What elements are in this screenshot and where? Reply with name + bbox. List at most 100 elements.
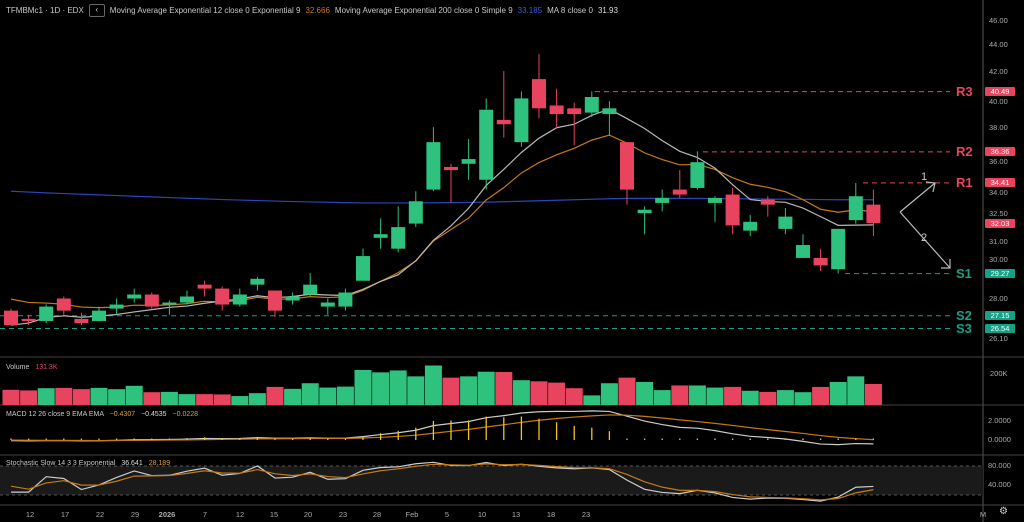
last-price-tag: 32.03 <box>985 218 1015 228</box>
volume-label[interactable]: Volume <box>6 364 30 371</box>
date-label: 17 <box>60 510 70 519</box>
candle-body <box>760 199 775 205</box>
stoch-label[interactable]: Stochastic Slow 14 3 3 Exponential <box>6 460 116 467</box>
chart-legend: TFMBMc1 · 1D · EDX ‹ Moving Average Expo… <box>6 4 618 17</box>
ema200-label[interactable]: Moving Average Exponential 200 close 0 S… <box>334 6 513 15</box>
date-label: 12 <box>25 510 35 519</box>
level-tag-s3: 26.54 <box>985 324 1015 334</box>
candle-body <box>567 108 582 115</box>
volume-bar <box>319 387 337 405</box>
date-label: Feb <box>405 510 419 519</box>
volume-bar <box>460 376 478 405</box>
volume-bar <box>794 392 812 405</box>
candle-body <box>285 296 300 301</box>
ema12-label[interactable]: Moving Average Exponential 12 close 0 Ex… <box>109 6 301 15</box>
volume-bar <box>829 381 847 405</box>
volume-bar <box>407 376 425 405</box>
price-tick: 30.00 <box>989 255 1008 265</box>
volume-bar <box>90 387 108 405</box>
date-label: 7 <box>202 510 208 519</box>
chevron-left-icon[interactable]: ‹ <box>88 4 105 17</box>
candle-body <box>725 194 740 226</box>
price-tick: 42.00 <box>989 66 1008 76</box>
gear-icon[interactable]: ⚙ <box>999 506 1008 517</box>
candle-body <box>796 245 810 258</box>
candle-body <box>496 119 511 125</box>
volume-bar <box>864 383 882 405</box>
volume-bar <box>512 380 530 405</box>
volume-bar <box>424 365 442 405</box>
date-label: 22 <box>95 510 105 519</box>
volume-axis-tick: 200K <box>990 369 1008 378</box>
candle-body <box>408 201 423 224</box>
candle-body <box>391 227 406 249</box>
level-label-r1: R1 <box>956 174 973 190</box>
price-tick: 28.00 <box>989 294 1008 303</box>
volume-bar <box>759 391 777 405</box>
level-label-s2: S2 <box>956 307 972 323</box>
volume-bar <box>636 381 654 405</box>
price-tick: 34.00 <box>989 188 1008 198</box>
stoch-band <box>0 466 983 495</box>
volume-bar <box>196 394 214 405</box>
candle-body <box>743 221 758 231</box>
candle-body <box>21 318 36 321</box>
date-label: 23 <box>581 510 591 519</box>
arrow-down-icon <box>899 211 951 269</box>
price-tick: 38.00 <box>989 122 1008 132</box>
date-label: 13 <box>511 510 521 519</box>
arrow-up-icon <box>899 182 936 213</box>
ma8-label[interactable]: MA 8 close 0 <box>547 6 593 15</box>
macd-axis-tick: 0.0000 <box>988 435 1011 444</box>
candle-body <box>584 97 599 113</box>
volume-bar <box>477 371 495 405</box>
candle-body <box>620 142 634 190</box>
volume-bar <box>37 388 55 405</box>
candle-body <box>514 98 529 143</box>
candle-body <box>144 294 159 307</box>
ema200-value: 33.185 <box>517 6 543 15</box>
volume-bar <box>72 389 90 405</box>
volume-legend: Volume 131.3K <box>6 364 58 371</box>
level-label-s1: S1 <box>956 265 972 281</box>
volume-bar <box>530 381 548 405</box>
date-label: 10 <box>477 510 487 519</box>
price-tick: 31.00 <box>989 236 1008 246</box>
volume-bar <box>178 394 196 405</box>
date-label: 20 <box>303 510 313 519</box>
volume-bar <box>2 389 20 405</box>
volume-bar <box>248 393 266 405</box>
volume-bar <box>724 386 742 405</box>
macd-label[interactable]: MACD 12 26 close 9 EMA EMA <box>6 411 104 418</box>
volume-bar <box>231 396 249 405</box>
volume-bar <box>301 383 319 405</box>
volume-bar <box>741 390 759 405</box>
ema12-line <box>10 134 874 309</box>
volume-bar <box>389 370 407 405</box>
price-tick: 26.10 <box>989 334 1008 344</box>
arrow-down-head <box>941 259 951 269</box>
arrow-up-head <box>925 181 936 193</box>
price-tick: 40.00 <box>989 97 1008 107</box>
candle-body <box>479 109 494 180</box>
candle-body <box>92 310 106 321</box>
volume-bar <box>706 387 724 405</box>
candle-body <box>303 284 318 295</box>
candle-body <box>426 142 441 190</box>
date-label: 12 <box>235 510 245 519</box>
candle-body <box>56 298 71 311</box>
candle-body <box>39 306 54 321</box>
macd-legend: MACD 12 26 close 9 EMA EMA −0.4307 −0.45… <box>6 411 198 418</box>
date-label: 15 <box>269 510 279 519</box>
candle-body <box>373 234 388 238</box>
volume-bar <box>336 386 354 405</box>
macd-hist-value: −0.0228 <box>172 411 199 418</box>
candle-body <box>338 292 353 307</box>
macd-signal-line <box>10 414 874 442</box>
volume-bar <box>160 391 178 405</box>
arrow-down-label: 2 <box>921 232 928 244</box>
symbol-label[interactable]: TFMBMc1 · 1D · EDX <box>6 6 84 15</box>
candle-body <box>180 296 194 303</box>
candle-body <box>461 159 476 164</box>
